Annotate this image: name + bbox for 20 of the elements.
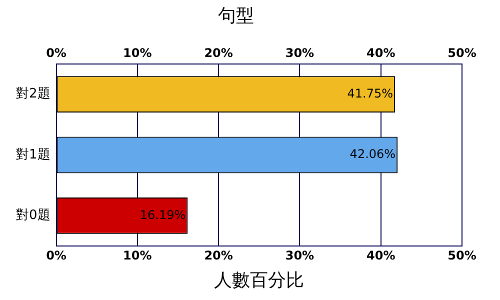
x-tick-label: 40% — [366, 248, 396, 262]
x2-tick-label: 10% — [123, 46, 152, 60]
data-label: 16.19% — [140, 208, 186, 222]
x2-tick-label: 20% — [204, 46, 233, 60]
y-tick-label: 對0題 — [16, 208, 50, 224]
y-tick-label: 對2題 — [16, 86, 50, 102]
x2-tick-label: 0% — [46, 46, 66, 60]
x-tick-label: 50% — [448, 248, 476, 262]
y-tick-label: 對1題 — [16, 147, 50, 162]
x-tick-label: 10% — [123, 248, 152, 262]
data-label: 41.75% — [347, 86, 394, 100]
x-tick-label: 0% — [46, 248, 66, 262]
x-tick-label: 20% — [204, 248, 233, 262]
x2-tick-label: 40% — [366, 46, 396, 60]
data-label: 42.06% — [350, 147, 396, 162]
x-axis-title: 人數百分比 — [214, 270, 304, 291]
x2-tick-label: 50% — [448, 46, 476, 60]
x-tick-label: 30% — [285, 248, 314, 262]
chart-title: 句型 — [218, 5, 254, 26]
x2-tick-label: 30% — [285, 46, 314, 60]
